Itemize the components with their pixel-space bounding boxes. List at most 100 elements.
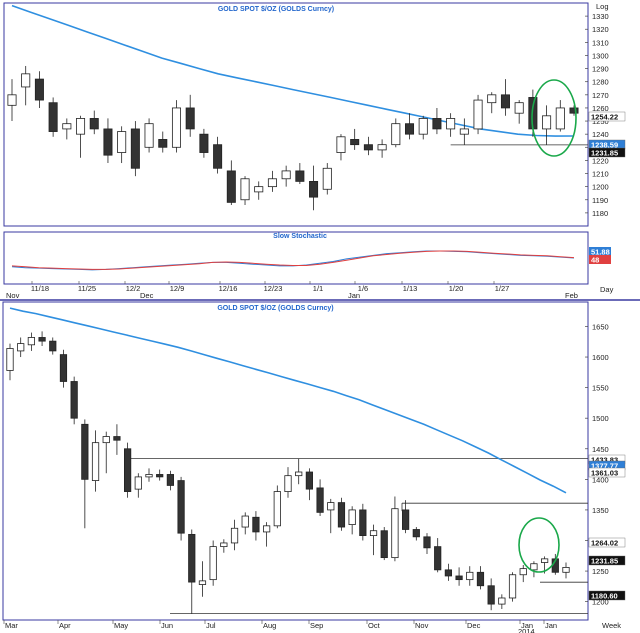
weekly-candle — [412, 529, 420, 538]
daily-candle — [158, 139, 168, 148]
weekly-price-tag-label: 1264.02 — [591, 539, 618, 548]
daily-ytick-label: 1260 — [592, 104, 609, 113]
daily-candle — [240, 178, 250, 201]
weekly-candle — [166, 474, 174, 486]
weekly-moving-average-line — [9, 307, 567, 494]
daily-ytick-label: 1250 — [592, 117, 609, 126]
weekly-candle — [49, 340, 57, 352]
weekly-price-tag — [588, 590, 626, 601]
weekly-candle — [434, 546, 442, 571]
daily-xtick-label: 1/6 — [358, 284, 368, 293]
weekly-price-tag-label: 1433.83 — [591, 456, 618, 465]
weekly-candle — [369, 530, 378, 537]
daily-candle — [226, 170, 236, 203]
daily-ytick-label: 1240 — [592, 130, 609, 139]
daily-price-tag-label: 1238.59 — [591, 141, 618, 150]
weekly-xtick-label: Mar — [5, 621, 18, 630]
daily-candle — [21, 73, 31, 88]
daily-xtick-label: 12/23 — [264, 284, 283, 293]
daily-ytick-label: 1210 — [592, 170, 609, 179]
weekly-price-tag — [588, 555, 626, 566]
daily-candle — [254, 186, 264, 193]
daily-xtick-label: 11/18 — [31, 284, 49, 293]
weekly-highlight-ellipse — [518, 517, 560, 573]
daily-price-tag-label: 1254.22 — [591, 113, 618, 122]
daily-candle — [213, 144, 223, 169]
daily-candle — [432, 118, 442, 130]
daily-ytick-label: 1310 — [592, 38, 609, 47]
weekly-candle — [198, 580, 207, 585]
daily-period-label: Jan — [348, 291, 360, 300]
weekly-price-tag — [588, 467, 626, 478]
weekly-candle — [541, 558, 549, 563]
daily-candle — [322, 167, 332, 190]
weekly-candle — [59, 354, 68, 382]
weekly-candle — [81, 423, 89, 480]
daily-candle — [350, 139, 360, 146]
daily-candle — [377, 144, 387, 151]
weekly-candle — [295, 471, 303, 477]
weekly-xtick-label: Nov — [415, 621, 429, 630]
daily-candle — [144, 123, 154, 148]
weekly-candle — [498, 597, 506, 605]
weekly-ytick-label: 1650 — [592, 322, 609, 331]
daily-xtick-label: 1/27 — [495, 284, 510, 293]
weekly-candle — [327, 502, 335, 511]
weekly-candle — [124, 448, 132, 492]
weekly-candle — [487, 585, 495, 605]
weekly-candle — [284, 475, 292, 492]
daily-ytick-label: 1220 — [592, 156, 609, 165]
weekly-candle — [273, 491, 281, 527]
daily-candle — [130, 128, 140, 169]
daily-ytick-label: 1180 — [592, 209, 608, 218]
daily-candle — [500, 94, 510, 109]
daily-candle — [89, 118, 99, 130]
weekly-candle — [188, 533, 196, 583]
daily-candle — [309, 180, 319, 198]
daily-frame — [3, 2, 589, 227]
weekly-xtick-label: Apr — [59, 621, 71, 630]
daily-ytick-label: 1330 — [592, 12, 609, 21]
daily-price-tag — [588, 111, 626, 122]
daily-xtick-label: 1/20 — [449, 284, 464, 293]
stochastic-value-tag — [589, 255, 611, 264]
daily-ytick-label: 1190 — [592, 196, 608, 205]
weekly-xtick-label: Jan — [545, 621, 557, 630]
weekly-ytick-label: 1450 — [592, 445, 609, 454]
weekly-candle — [466, 571, 474, 581]
stochastic-frame — [3, 231, 589, 285]
daily-ytick-label: 1280 — [592, 78, 609, 87]
daily-candle — [418, 118, 428, 135]
daily-period-label: Nov — [6, 291, 20, 300]
weekly-ytick-label: 1350 — [592, 506, 609, 515]
weekly-candle — [359, 509, 367, 537]
daily-candle — [404, 123, 415, 135]
daily-candle — [48, 102, 58, 132]
daily-price-tag — [588, 147, 626, 158]
weekly-candle — [102, 436, 110, 444]
daily-xtick-label: 11/25 — [78, 284, 96, 293]
daily-highlight-ellipse — [531, 79, 577, 157]
daily-ytick-label: 1200 — [592, 183, 609, 192]
weekly-price-tag-label: 1180.60 — [591, 592, 618, 601]
weekly-xtick-label: Sep — [310, 621, 323, 630]
weekly-candle — [305, 471, 313, 490]
daily-candle — [185, 107, 195, 130]
stochastic-title: Slow Stochastic — [273, 233, 327, 240]
daily-xtick-label: 12/2 — [126, 284, 141, 293]
weekly-candle — [316, 487, 324, 513]
daily-candle — [555, 107, 565, 130]
weekly-candle — [444, 569, 452, 577]
daily-candle — [295, 170, 305, 182]
weekly-ytick-label: 1500 — [592, 414, 609, 423]
weekly-price-tag-label: 1361.03 — [591, 469, 618, 478]
daily-candle — [459, 128, 469, 135]
weekly-xtick-label: Jun — [161, 621, 173, 630]
weekly-xtick-label: Jul — [206, 621, 216, 630]
weekly-price-tag — [588, 537, 626, 548]
daily-candle — [171, 107, 182, 148]
daily-candle — [62, 123, 72, 130]
daily-xtick-label: 1/13 — [403, 284, 418, 293]
